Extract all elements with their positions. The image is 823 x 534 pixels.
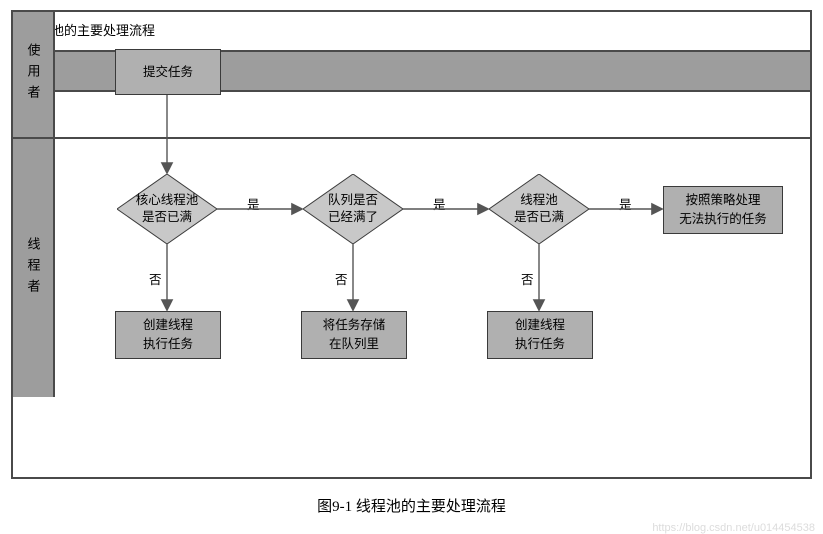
policy-l2: 无法执行的任务: [679, 210, 767, 229]
edge-yes-3: 是: [619, 194, 632, 213]
r2-l1: 将任务存储: [323, 316, 386, 335]
diagram-frame: 线程池的主要处理流程 使用者 提交任务 线程者 核心线程池 是否已满: [11, 10, 812, 479]
policy-l1: 按照策略处理: [685, 191, 760, 210]
r1-l2: 执行任务: [143, 335, 193, 354]
edge-no-1: 否: [149, 269, 162, 288]
lane-body-worker: 核心线程池 是否已满 队列是否 已经满了 线程池 是否已满: [55, 139, 810, 397]
node-policy: 按照策略处理 无法执行的任务: [663, 186, 783, 234]
decision-core-pool: 核心线程池 是否已满: [117, 174, 217, 244]
d3-l1: 线程池: [520, 192, 558, 209]
r2-l2: 在队列里: [329, 335, 379, 354]
node-r3: 创建线程 执行任务: [487, 311, 593, 359]
lane-label-worker: 线程者: [13, 139, 55, 397]
lane-label-user: 使用者: [13, 12, 55, 137]
node-r1: 创建线程 执行任务: [115, 311, 221, 359]
d2-l1: 队列是否: [328, 192, 378, 209]
watermark: https://blog.csdn.net/u014454538: [8, 522, 815, 534]
d3-l2: 是否已满: [514, 209, 564, 226]
edge-yes-1: 是: [247, 194, 260, 213]
d1-l1: 核心线程池: [136, 192, 199, 209]
lane-body-user: 提交任务: [55, 12, 810, 137]
edge-no-2: 否: [335, 269, 348, 288]
edge-yes-2: 是: [433, 194, 446, 213]
decision-pool: 线程池 是否已满: [489, 174, 589, 244]
d1-l2: 是否已满: [142, 209, 192, 226]
edge-no-3: 否: [521, 269, 534, 288]
figure-caption: 图9-1 线程池的主要处理流程: [10, 495, 813, 516]
r1-l1: 创建线程: [143, 316, 193, 335]
d2-l2: 已经满了: [328, 209, 378, 226]
r3-l2: 执行任务: [515, 335, 565, 354]
node-submit-text: 提交任务: [143, 63, 193, 82]
node-submit: 提交任务: [115, 49, 221, 95]
node-r2: 将任务存储 在队列里: [301, 311, 407, 359]
decision-queue: 队列是否 已经满了: [303, 174, 403, 244]
r3-l1: 创建线程: [515, 316, 565, 335]
swimlanes: 使用者 提交任务 线程者 核心线程池 是否已满: [13, 92, 810, 477]
